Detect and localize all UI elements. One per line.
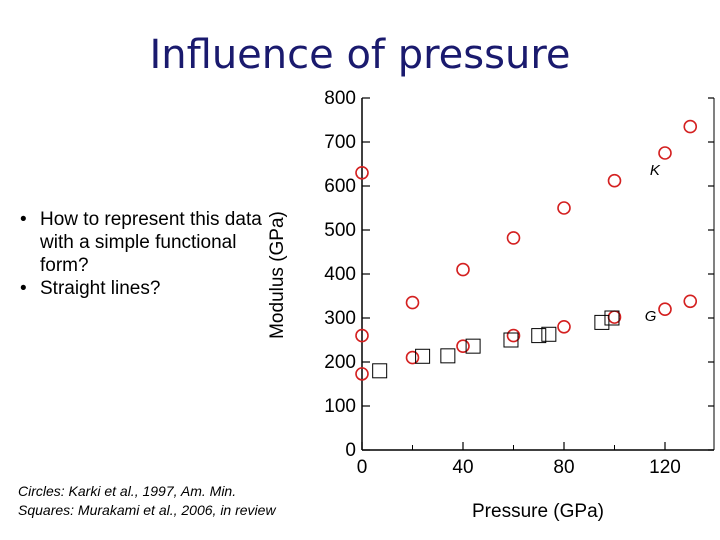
- data-point-circle: [683, 294, 698, 309]
- data-point-circle: [557, 319, 571, 334]
- bullet-list: How to represent this data with a simple…: [12, 208, 272, 300]
- data-point-circle: [405, 295, 420, 310]
- y-tick-label: 700: [324, 132, 356, 153]
- data-point-circle: [658, 146, 672, 160]
- data-point-square: [594, 314, 610, 330]
- data-point-circle: [607, 173, 622, 188]
- annotation-k: K: [650, 162, 661, 179]
- data-point-circle: [557, 201, 571, 215]
- y-tick-label: 100: [324, 396, 356, 417]
- data-point-square: [541, 326, 557, 342]
- data-point-circle: [506, 328, 521, 343]
- y-tick-label: 400: [324, 264, 356, 285]
- x-tick-label: 0: [357, 457, 368, 478]
- x-tick-label: 80: [553, 457, 574, 478]
- x-tick-label: 120: [649, 457, 681, 478]
- data-point-circle: [405, 350, 420, 365]
- y-tick-label: 800: [324, 88, 356, 109]
- data-point-square: [531, 328, 547, 344]
- y-tick-label: 200: [324, 352, 356, 373]
- y-axis-label: Modulus (GPa): [267, 211, 288, 339]
- data-point-square: [604, 310, 620, 326]
- data-point-square: [465, 338, 481, 354]
- data-point-circle: [355, 328, 369, 343]
- y-tick-label: 0: [345, 440, 356, 461]
- caption-line-squares: Squares: Murakami et al., 2006, in revie…: [18, 502, 276, 518]
- x-axis-label: Pressure (GPa): [472, 501, 604, 522]
- bullet-item: Straight lines?: [12, 277, 272, 300]
- source-caption: Circles: Karki et al., 1997, Am. Min. Sq…: [18, 482, 276, 520]
- slide-title: Influence of pressure: [149, 32, 571, 78]
- data-point-square: [415, 348, 431, 364]
- data-point-square: [440, 348, 456, 364]
- y-tick-label: 300: [324, 308, 356, 329]
- data-point-circle: [683, 119, 698, 134]
- data-point-circle: [658, 302, 672, 317]
- bullet-item: How to represent this data with a simple…: [12, 208, 272, 277]
- x-tick-label: 40: [452, 457, 473, 478]
- caption-line-circles: Circles: Karki et al., 1997, Am. Min.: [18, 483, 237, 499]
- data-point-circle: [355, 166, 369, 180]
- data-point-square: [372, 363, 388, 379]
- data-point-circle: [456, 262, 470, 277]
- data-point-circle: [506, 231, 521, 245]
- data-point-circle: [456, 339, 470, 353]
- data-point-square: [503, 332, 519, 348]
- y-tick-label: 500: [324, 220, 356, 241]
- y-tick-label: 600: [324, 176, 356, 197]
- data-point-circle: [355, 367, 369, 381]
- annotation-g: G: [645, 308, 657, 325]
